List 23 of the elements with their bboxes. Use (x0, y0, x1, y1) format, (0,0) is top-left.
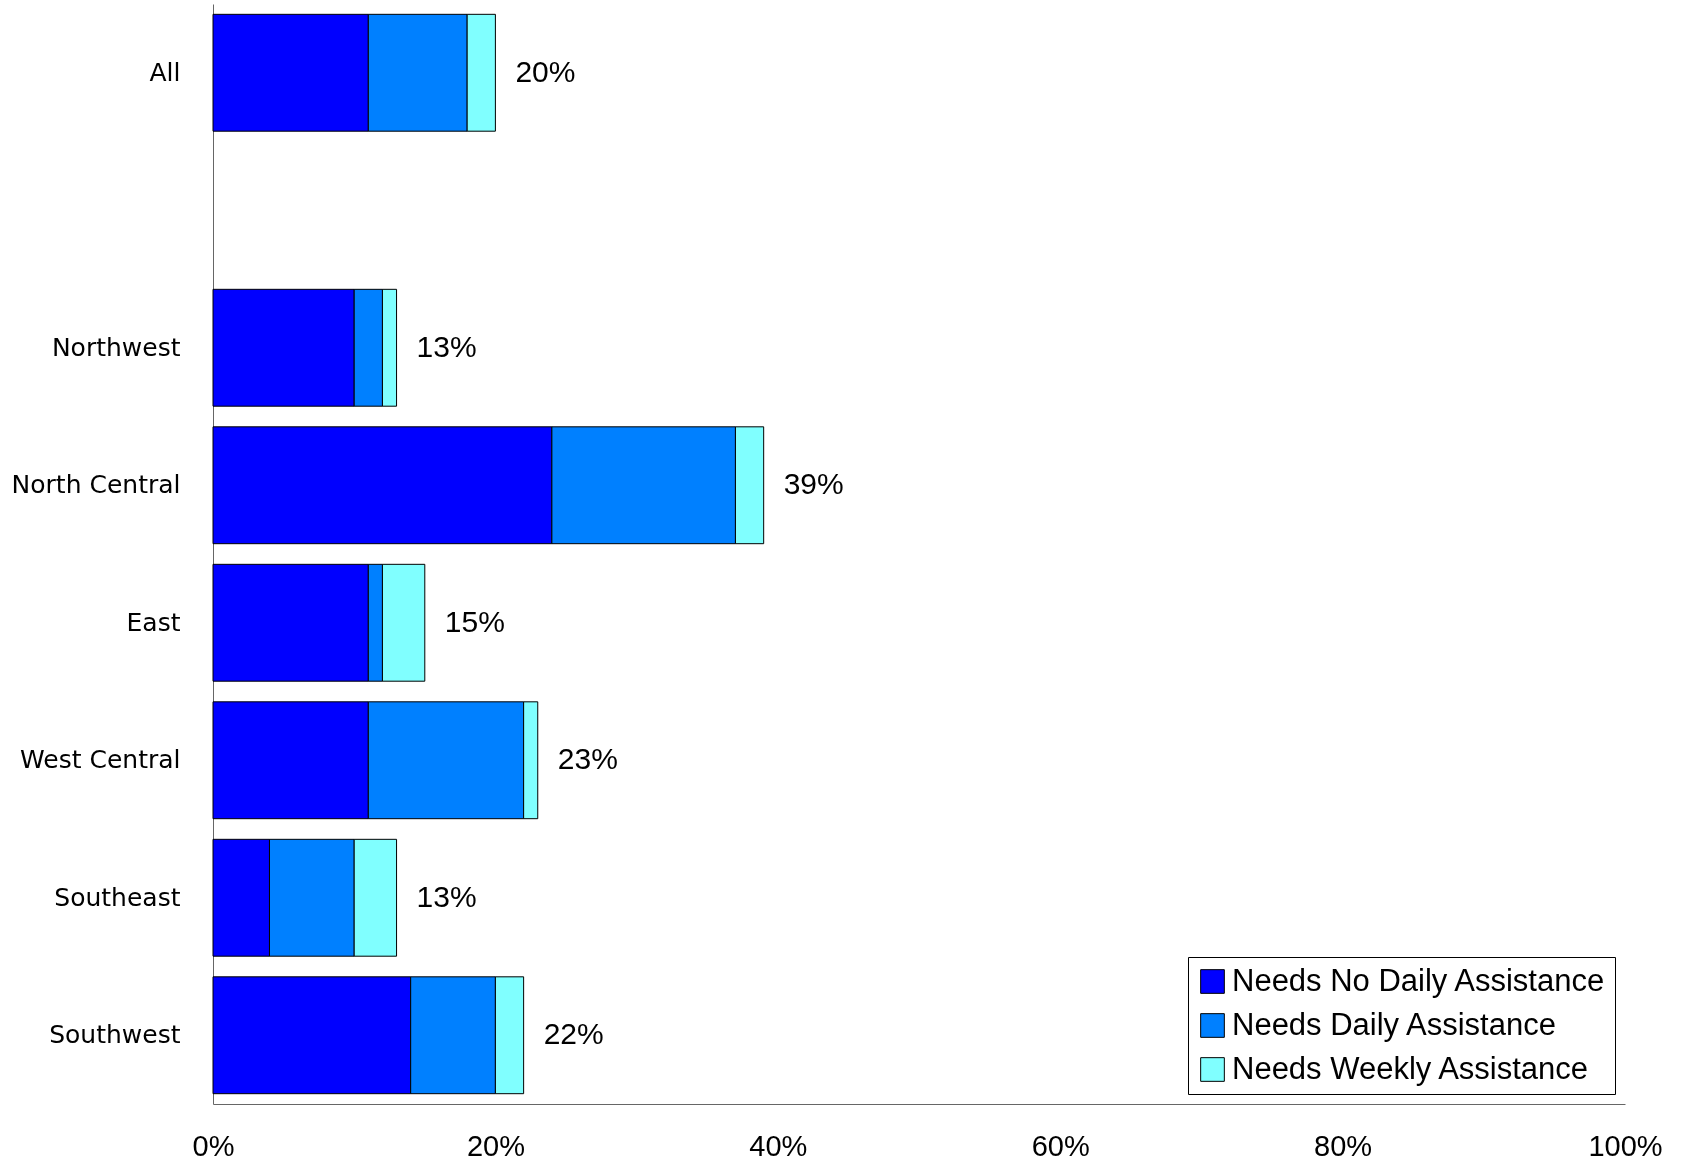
x-tick-label: 60% (1031, 1129, 1090, 1162)
x-tick-label: 20% (466, 1129, 525, 1162)
total-label: 13% (416, 329, 477, 363)
y-tick-label: All (149, 57, 181, 87)
total-label: 20% (515, 54, 576, 88)
total-label: 39% (783, 467, 844, 501)
legend-label: Needs Weekly Assistance (1232, 1050, 1589, 1086)
y-tick-label: Southeast (54, 882, 181, 912)
total-label: 23% (557, 742, 618, 776)
x-tick-label: 40% (749, 1129, 808, 1162)
total-label: 15% (444, 604, 505, 638)
y-tick-label: Northwest (51, 332, 181, 362)
total-label: 22% (543, 1017, 604, 1051)
x-tick-label: 0% (192, 1129, 235, 1162)
y-tick-label: North Central (11, 470, 181, 500)
legend-label: Needs Daily Assistance (1232, 1006, 1556, 1042)
y-tick-label: East (126, 607, 181, 637)
total-label: 13% (416, 879, 477, 913)
y-tick-label: West Central (20, 745, 181, 775)
y-tick-label: Southwest (49, 1020, 181, 1050)
x-tick-label: 100% (1588, 1129, 1663, 1162)
legend-label: Needs No Daily Assistance (1232, 962, 1605, 998)
x-tick-label: 80% (1314, 1129, 1373, 1162)
